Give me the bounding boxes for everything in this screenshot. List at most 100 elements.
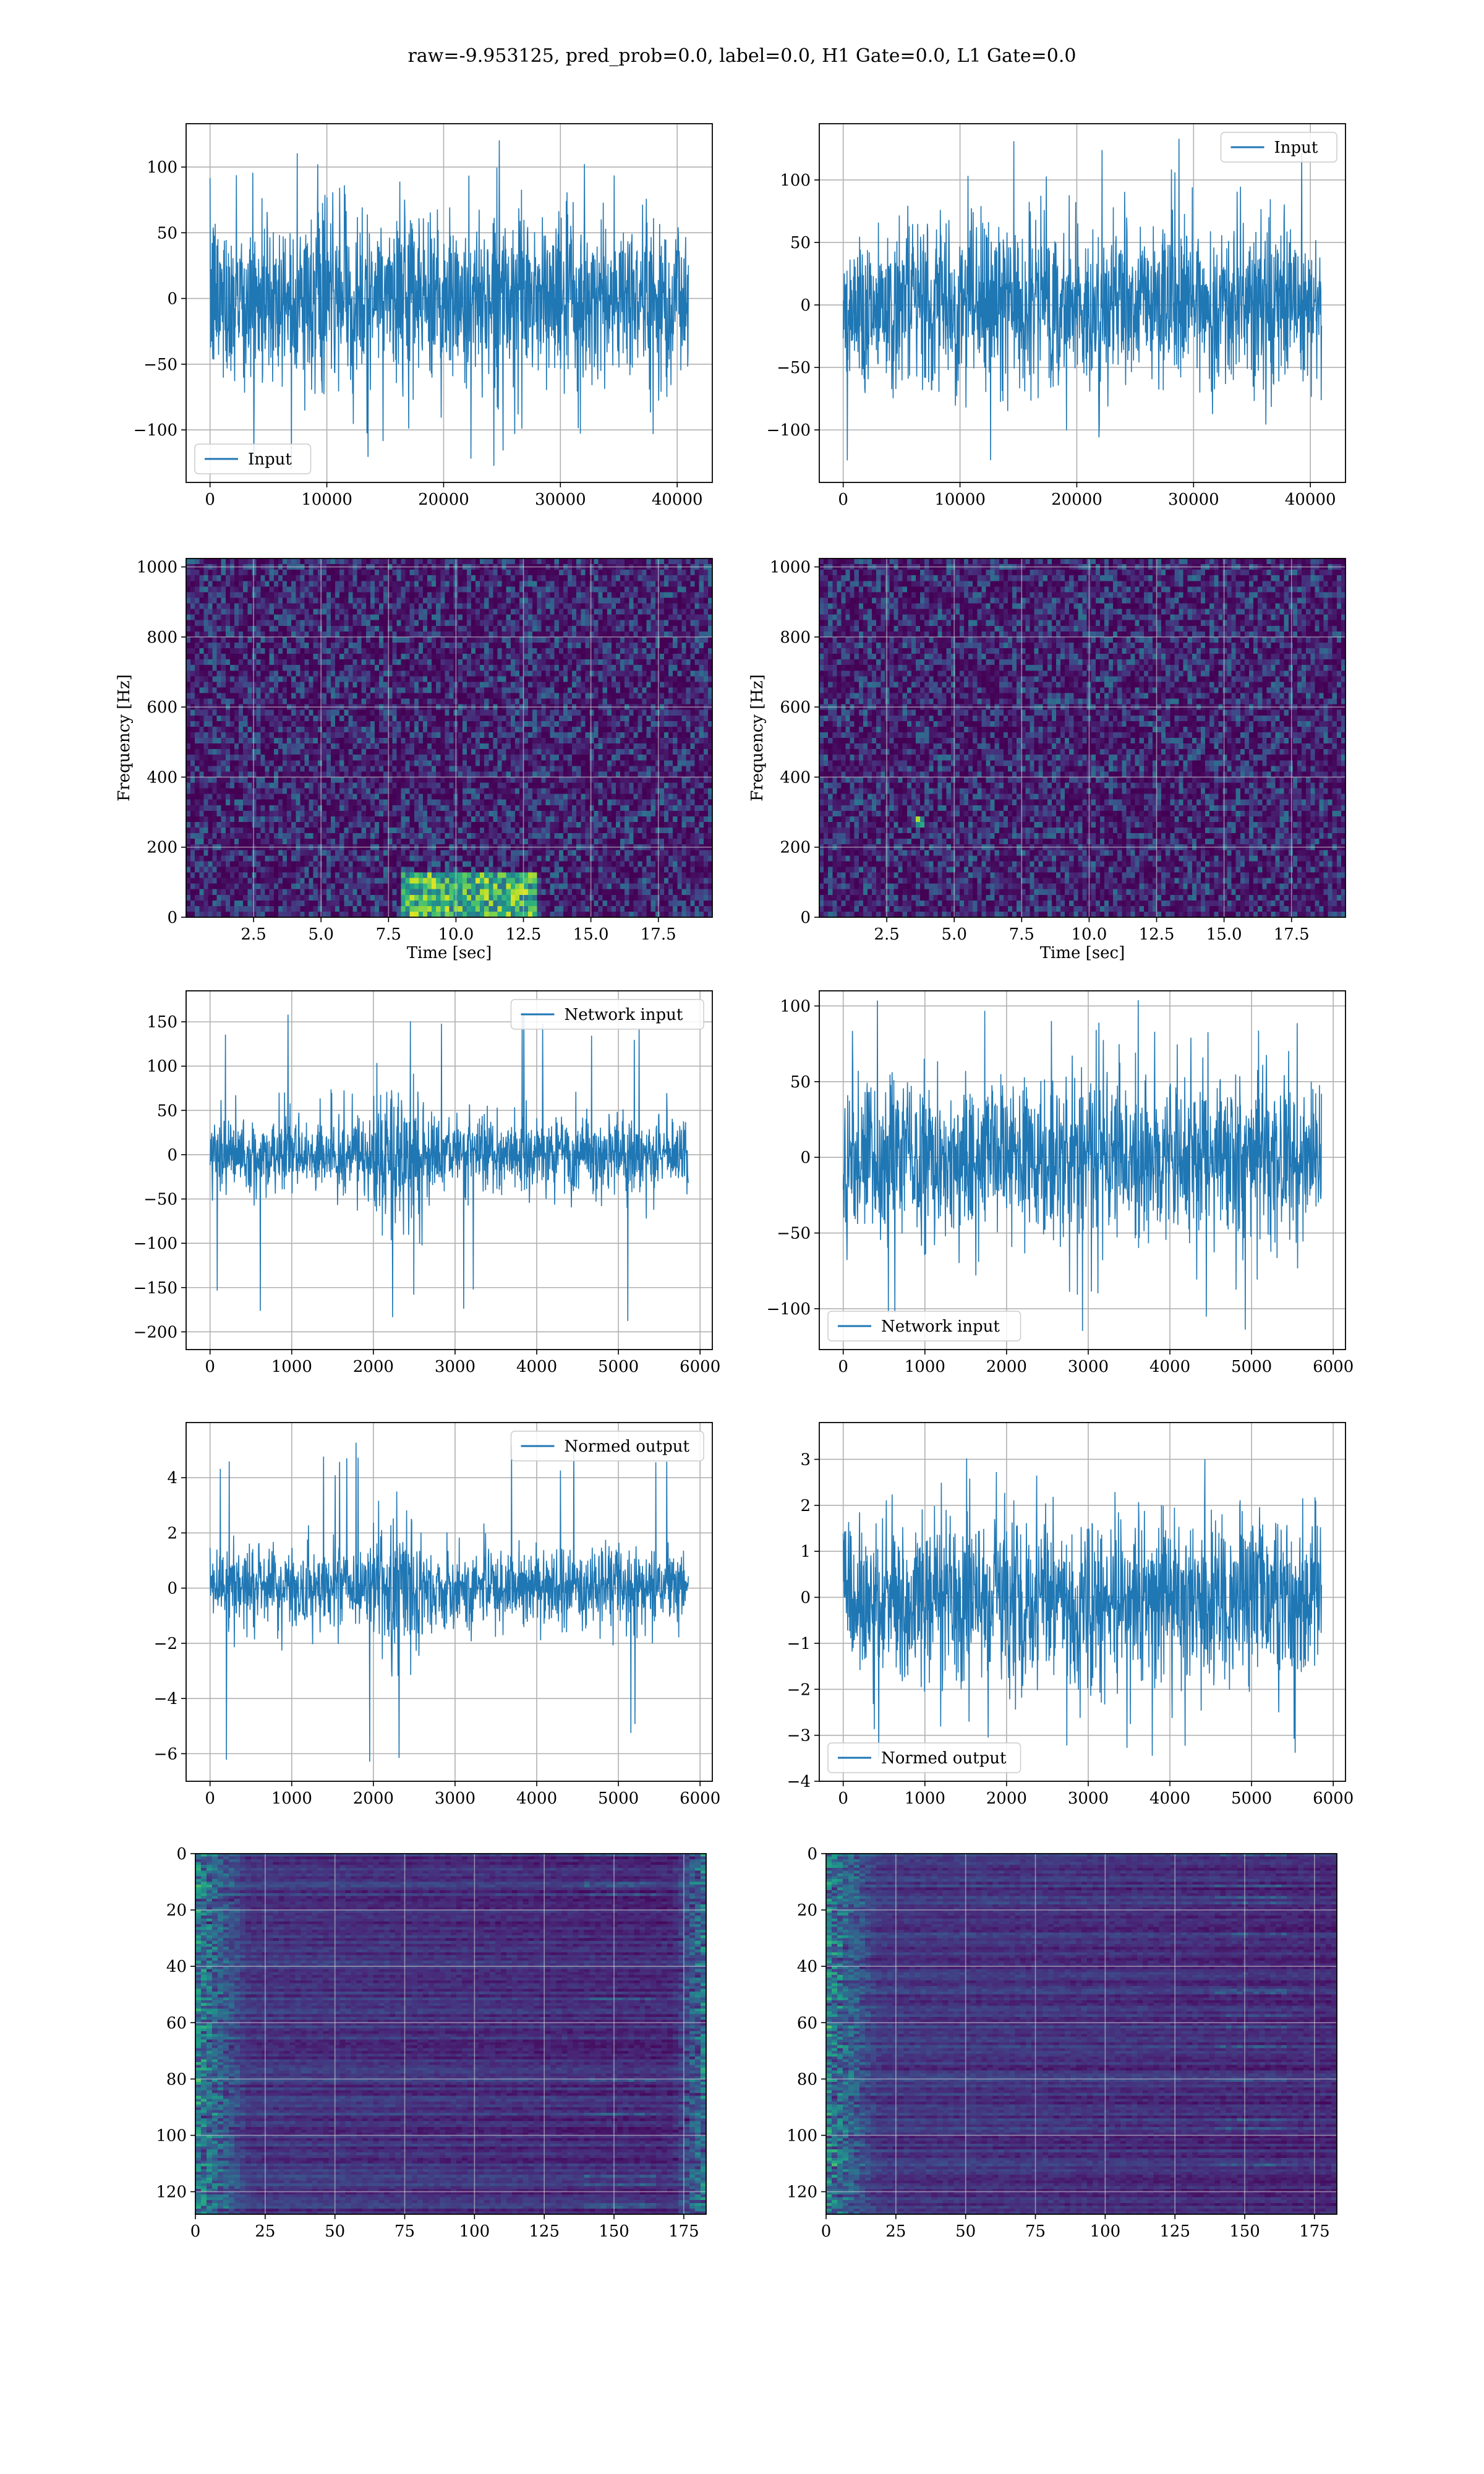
y-tick-label: 100 [780, 997, 811, 1016]
series-line [209, 1012, 689, 1321]
y-tick-label: 1 [800, 1543, 811, 1561]
grid [819, 559, 1345, 917]
y-tick-label: −6 [154, 1745, 177, 1763]
y-tick-label: 0 [167, 1146, 177, 1165]
y-tick-label: 600 [780, 698, 811, 717]
y-tick-label: 1000 [137, 559, 177, 577]
y-tick-label: 0 [800, 296, 811, 315]
x-tick-label: 6000 [1313, 1789, 1354, 1808]
y-tick-label: 80 [166, 2070, 187, 2089]
y-tick-label: 60 [797, 2014, 817, 2032]
grid [826, 1854, 1337, 2214]
x-tick-label: 0 [821, 2222, 832, 2241]
legend: Input [194, 443, 312, 474]
y-tick-label: −100 [767, 421, 811, 440]
y-axis-label: Frequency [Hz] [748, 674, 767, 802]
subplot-normed-output-h1: 0 1000 2000 3000 4000 5000 6000 −6 −4 −2 0 2 4 Normed… [154, 1422, 720, 1808]
x-tick-label: 17.5 [641, 925, 676, 944]
y-tick-label: −4 [787, 1773, 811, 1791]
x-tick-label: 30000 [1168, 490, 1219, 509]
x-tick-label: 15.0 [1206, 925, 1242, 944]
ticks: 0 10000 20000 30000 40000 −100 −50 0 50 100 [134, 158, 703, 509]
y-tick-label: 0 [167, 1580, 177, 1598]
plot-area [819, 559, 1345, 917]
y-tick-label: 4 [167, 1469, 177, 1487]
y-tick-label: 0 [167, 909, 177, 927]
legend: Network input [827, 1311, 1021, 1342]
x-tick-label: 0 [838, 490, 848, 509]
axes-frame [186, 1422, 713, 1782]
x-tick-label: 6000 [680, 1789, 720, 1808]
y-tick-label: −50 [777, 359, 811, 377]
legend: Input [1220, 132, 1337, 163]
x-tick-label: 125 [1159, 2222, 1190, 2241]
subplot-network-input-h1: 0 1000 2000 3000 4000 5000 6000−200−150−100−50… [134, 990, 720, 1376]
grid [195, 1854, 706, 2214]
x-tick-label: 25 [255, 2222, 275, 2241]
y-tick-label: 120 [156, 2183, 187, 2202]
x-tick-label: 50 [955, 2222, 976, 2241]
legend-label: Normed output [565, 1437, 690, 1456]
x-tick-label: 2000 [986, 1358, 1027, 1376]
legend: Normed output [827, 1742, 1021, 1773]
x-tick-label: 150 [599, 2222, 629, 2241]
legend: Network input [510, 999, 704, 1030]
x-tick-label: 75 [1025, 2222, 1046, 2241]
y-tick-label: 0 [800, 909, 811, 927]
ticks: 0 10000 20000 30000 40000 −100 −50 0 50 100 [767, 171, 1336, 509]
x-tick-label: 0 [838, 1358, 848, 1376]
heatmap-cells [195, 1854, 706, 2214]
x-tick-label: 2000 [986, 1789, 1027, 1808]
x-tick-label: 75 [394, 2222, 415, 2241]
ticks: 2.5 5.0 7.5 10.0 12.5 15.0 17.5 0 200 400 600 800 10… [137, 559, 676, 944]
y-tick-label: −3 [787, 1727, 811, 1745]
legend-label: Input [1274, 139, 1318, 157]
x-tick-label: 150 [1229, 2222, 1260, 2241]
y-tick-label: 40 [166, 1958, 187, 1976]
x-tick-label: 5000 [1231, 1789, 1272, 1808]
grid [186, 1423, 712, 1781]
x-tick-label: 10000 [301, 490, 352, 509]
y-tick-label: 50 [157, 1102, 177, 1120]
ticks: 0 25 50 75 100 125 150 175 0 20 40 60 80 100 120 [156, 1845, 699, 2241]
x-tick-label: 3000 [1068, 1789, 1109, 1808]
y-tick-label: 3 [800, 1450, 811, 1469]
ticks: 0 1000 2000 3000 4000 5000 6000 −4 −3 −2 −1 0 1 2 3 [787, 1450, 1354, 1808]
axes-frame [825, 1853, 1337, 2215]
y-tick-label: −50 [143, 356, 177, 374]
y-tick-label: 20 [797, 1901, 817, 1920]
y-tick-label: 100 [780, 171, 811, 190]
x-tick-label: 5000 [598, 1789, 639, 1808]
grid [186, 991, 712, 1350]
series-line [842, 1458, 1322, 1757]
grid [186, 559, 712, 917]
x-tick-label: 1000 [905, 1358, 945, 1376]
axes-frame [819, 558, 1346, 918]
plot-area [819, 991, 1345, 1350]
y-tick-label: −150 [134, 1279, 177, 1298]
plot-area [819, 1423, 1345, 1781]
subplots: 0 10000 20000 30000 40000−100−50050100Input0… [115, 123, 1354, 2241]
plot-area [186, 124, 712, 482]
heatmap-cells [826, 1854, 1337, 2214]
y-tick-label: 80 [797, 2070, 817, 2089]
y-tick-label: 120 [787, 2183, 817, 2202]
ticks: 0 25 50 75 100 125 150 175 0 20 40 60 80 100 120 [787, 1845, 1329, 2241]
legend-label: Network input [565, 1006, 683, 1024]
x-axis-label: Time [sec] [407, 944, 492, 962]
x-tick-label: 4000 [1149, 1358, 1190, 1376]
x-tick-label: 175 [668, 2222, 699, 2241]
series-line [209, 1440, 689, 1762]
y-tick-label: 40 [797, 1958, 817, 1976]
x-tick-label: 0 [205, 490, 215, 509]
x-tick-label: 0 [205, 1789, 215, 1808]
x-tick-label: 40000 [652, 490, 703, 509]
heatmap-cells [819, 559, 1345, 917]
x-tick-label: 6000 [1313, 1358, 1354, 1376]
y-tick-label: 0 [176, 1845, 187, 1864]
x-tick-label: 7.5 [376, 925, 401, 944]
legend-label: Network input [881, 1317, 1000, 1336]
y-tick-label: 200 [147, 839, 177, 857]
y-tick-label: −2 [154, 1635, 177, 1653]
